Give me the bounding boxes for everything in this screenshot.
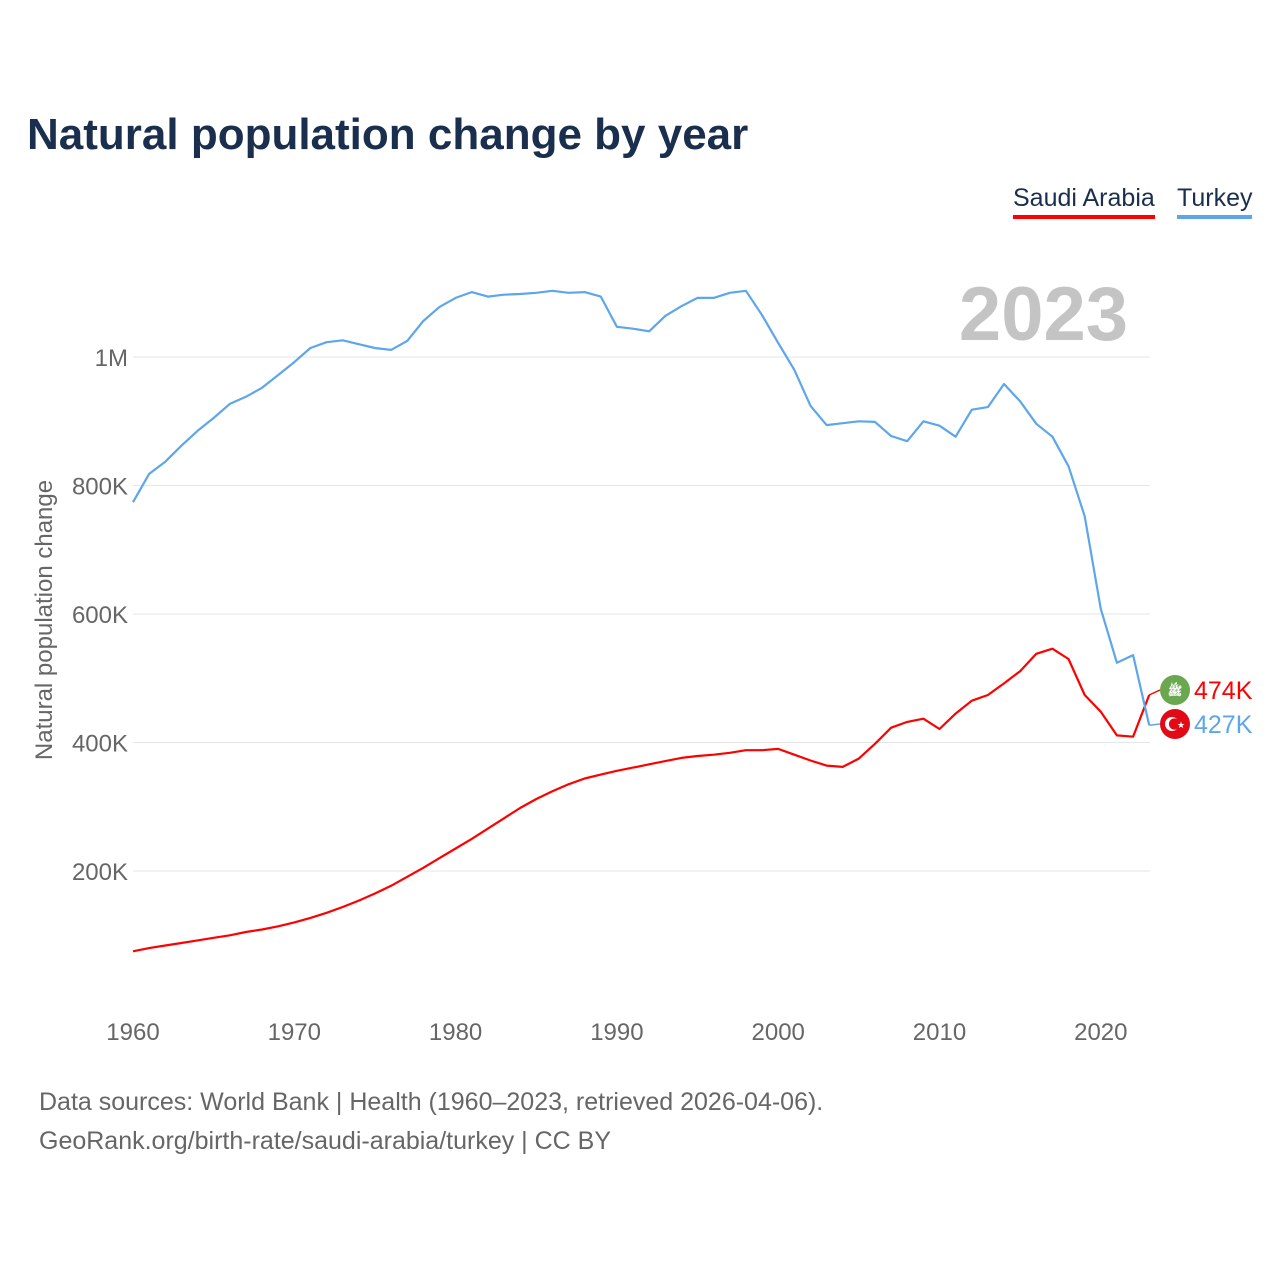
- y-tick-label: 400K: [72, 731, 128, 758]
- source-text: Data sources: World Bank | Health (1960–…: [39, 1088, 824, 1116]
- end-value-label: 474K: [1194, 677, 1253, 705]
- x-tick-label: 2010: [913, 1019, 966, 1046]
- y-axis-label: Natural population change: [31, 480, 58, 760]
- saudi-arabia-flag-icon: [1160, 675, 1190, 705]
- end-label-connector: [1149, 723, 1161, 726]
- y-tick-label: 1M: [95, 345, 128, 372]
- x-tick-label: 1970: [268, 1019, 321, 1046]
- series-line-turkey: [132, 289, 1151, 726]
- x-tick-label: 1960: [106, 1019, 159, 1046]
- y-tick-label: 600K: [72, 602, 128, 629]
- y-tick-label: 200K: [72, 859, 128, 886]
- series-line-saudi-arabia: [132, 647, 1151, 953]
- flag-emblem: ﷺ: [1168, 681, 1183, 698]
- source-url[interactable]: GeoRank.org/birth-rate/saudi-arabia/turk…: [39, 1127, 612, 1155]
- chart-title: Natural population change by year: [27, 110, 749, 159]
- end-label-connector: [1148, 689, 1161, 696]
- end-value-label: 427K: [1194, 711, 1253, 739]
- x-tick-label: 2020: [1074, 1019, 1127, 1046]
- crescent-cut: [1168, 718, 1181, 730]
- flag-star: ★: [1177, 720, 1185, 730]
- x-tick-label: 1990: [590, 1019, 643, 1046]
- x-tick-label: 2000: [752, 1019, 805, 1046]
- year-label: 2023: [959, 272, 1128, 357]
- y-tick-label: 800K: [72, 474, 128, 501]
- legend-saudi-arabia[interactable]: Saudi Arabia: [1013, 184, 1155, 219]
- x-tick-label: 1980: [429, 1019, 482, 1046]
- legend-turkey[interactable]: Turkey: [1177, 184, 1253, 219]
